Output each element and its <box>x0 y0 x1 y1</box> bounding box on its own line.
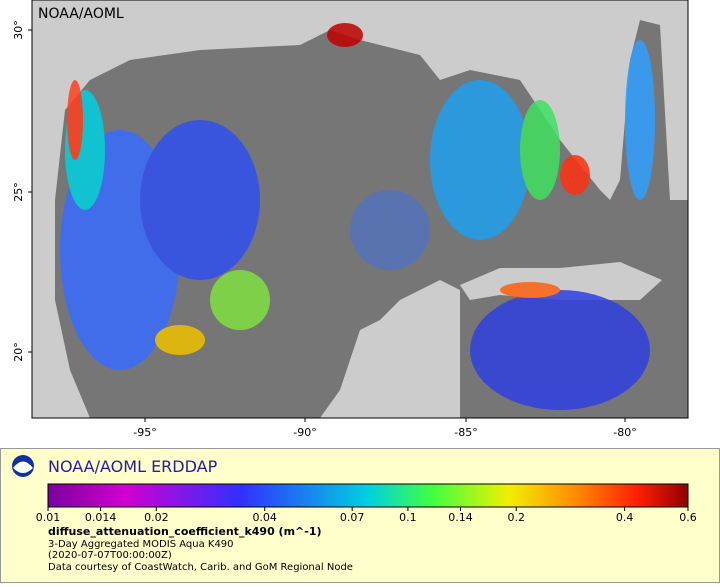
map-credit: NOAA/AOML <box>38 6 124 22</box>
map-axes: 30° 25° 20° -95° -90° -85° -80° <box>12 20 637 439</box>
colorbar-tick-label: 0.4 <box>616 511 634 524</box>
colorbar-tick-label: 0.02 <box>144 511 169 524</box>
lon-label: -80° <box>613 426 636 439</box>
colorbar-ticks: 0.01 0.014 0.02 0.04 0.07 0.1 0.14 0.2 0.4 0.6 <box>36 507 697 524</box>
k490-field <box>60 23 655 410</box>
description-line: 3-Day Aggregated MODIS Aqua K490 <box>48 539 234 550</box>
colorbar <box>47 483 689 508</box>
colorbar-tick-label: 0.07 <box>340 511 365 524</box>
legend-background <box>0 448 720 583</box>
colorbar-tick-label: 0.2 <box>508 511 526 524</box>
lat-label: 30° <box>12 20 25 40</box>
colorbar-tick-label: 0.6 <box>679 511 697 524</box>
legend-panel: NOAA/AOML ERDDAP 0.01 0.014 0.02 0.04 0.07 0.… <box>0 448 720 583</box>
colorbar-tick-label: 0.014 <box>85 511 117 524</box>
colorbar-tick-label: 0.14 <box>448 511 473 524</box>
variable-name: diffuse_attenuation_coefficient_k490 (m^… <box>48 525 322 538</box>
lon-label: -85° <box>454 426 477 439</box>
lat-label: 20° <box>12 342 25 362</box>
lat-label: 25° <box>12 182 25 202</box>
colorbar-tick-label: 0.01 <box>36 511 61 524</box>
colorbar-tick-label: 0.04 <box>252 511 277 524</box>
description-line: Data courtesy of CoastWatch, Carib. and … <box>48 562 353 573</box>
map: NOAA/AOML <box>31 0 689 419</box>
description-line: (2020-07-07T00:00:00Z) <box>48 550 172 561</box>
map-frame <box>31 0 689 419</box>
legend-title: NOAA/AOML ERDDAP <box>48 457 218 476</box>
noaa-logo-bird <box>13 461 33 473</box>
colorbar-tick-label: 0.1 <box>399 511 417 524</box>
lon-label: -90° <box>293 426 316 439</box>
lon-label: -95° <box>133 426 156 439</box>
